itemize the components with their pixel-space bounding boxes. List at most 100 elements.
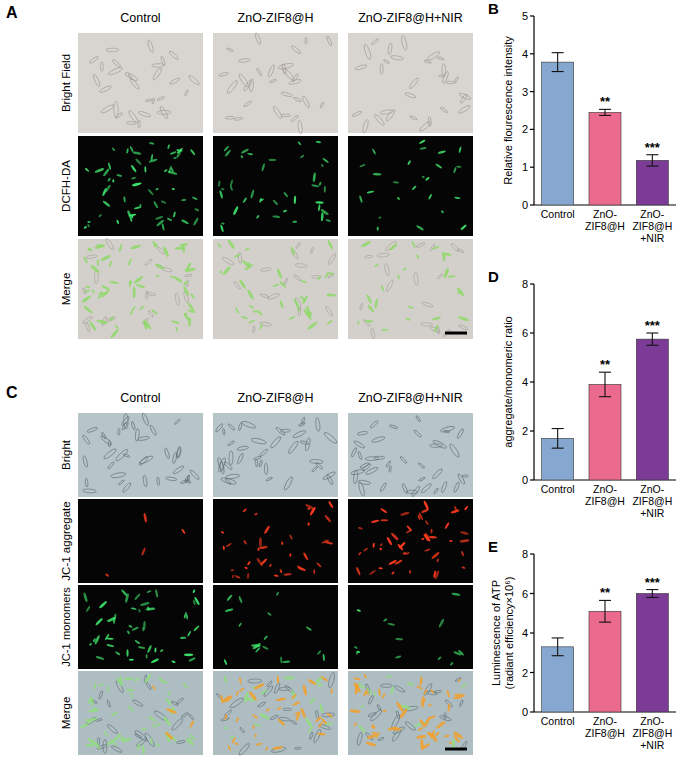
cell-spot <box>129 146 134 153</box>
cell-spot <box>265 708 270 712</box>
cell-spot <box>103 731 108 737</box>
cell-spot <box>356 609 361 612</box>
cell-spot <box>394 685 406 694</box>
cell-spot <box>320 163 324 167</box>
cell-spot <box>397 274 401 280</box>
x-tick-label-line: Control <box>541 715 575 727</box>
cell-spot <box>230 569 234 571</box>
x-tick-label-line: ZIF8@H <box>585 495 625 507</box>
cell-spot <box>386 460 392 467</box>
cell-spot <box>252 326 255 333</box>
column-title: ZnO-ZIF8@H+NIR <box>358 11 463 25</box>
bar <box>589 112 621 205</box>
cell-spot <box>269 436 282 450</box>
y-tick <box>530 553 534 554</box>
cell-spot <box>322 654 325 662</box>
cell-spot <box>128 624 133 628</box>
cell-spot <box>457 291 464 294</box>
cell-spot <box>95 617 104 626</box>
cell-spot <box>155 188 159 191</box>
cell-spot <box>298 422 305 427</box>
cell-spot <box>443 267 450 279</box>
cell-spot <box>292 221 297 223</box>
cell-spot <box>83 592 89 602</box>
cell-spot <box>272 215 280 218</box>
bar <box>636 594 668 713</box>
cell-spot <box>321 212 324 221</box>
cell-spot <box>240 315 248 319</box>
cell-spot <box>93 682 96 689</box>
cell-spot <box>307 522 310 526</box>
cell-spot <box>143 513 147 523</box>
cell-spot <box>144 673 152 683</box>
cell-spot <box>239 687 245 692</box>
micrograph <box>348 33 473 133</box>
cell-spot <box>283 476 294 491</box>
error-cap <box>552 52 564 53</box>
cell-spot <box>385 240 398 252</box>
cell-spot <box>326 712 333 718</box>
error-line <box>557 638 558 656</box>
cell-spot <box>271 746 286 753</box>
cell-spot <box>307 321 319 331</box>
cell-spot <box>131 421 136 430</box>
cell-spot <box>358 480 371 486</box>
cell-spot <box>220 224 224 232</box>
cell-spot <box>131 306 137 312</box>
cell-spot <box>111 147 115 152</box>
cell-spot <box>359 195 363 203</box>
cell-spot <box>318 181 322 186</box>
cell-spot <box>269 563 272 567</box>
x-tick-label-line: ZnO- <box>593 208 617 220</box>
cell-spot <box>408 77 419 89</box>
micrograph <box>348 136 473 236</box>
cell-spot <box>438 150 447 154</box>
cell-spot <box>450 243 459 253</box>
x-tick-label-line: ZIF8@H <box>632 495 672 507</box>
cell-spot <box>390 55 404 61</box>
cell-spot <box>104 633 110 640</box>
y-tick <box>530 593 534 594</box>
cell-spot <box>310 247 314 254</box>
cell-spot <box>420 738 424 750</box>
cell-spot <box>390 686 393 695</box>
cell-spot <box>89 643 92 647</box>
cell-spot <box>458 649 465 656</box>
cell-spot <box>457 473 466 484</box>
cell-spot <box>311 184 319 188</box>
cell-spot <box>413 272 418 286</box>
cell-spot <box>302 684 308 696</box>
x-tick-label-line: Control <box>541 208 575 220</box>
x-tick-label-line: +NIR <box>640 739 665 751</box>
cell-spot <box>371 328 375 339</box>
cell-spot <box>144 732 156 748</box>
cell-spot <box>229 451 233 465</box>
error-line <box>557 429 558 449</box>
cell-spot <box>115 448 129 462</box>
cell-spot <box>219 270 222 275</box>
cell-spot <box>362 119 369 134</box>
cell-spot <box>317 732 326 735</box>
cell-spot <box>301 95 310 108</box>
cell-spot <box>366 733 377 739</box>
cell-spot <box>135 428 140 441</box>
cell-spot <box>190 293 196 300</box>
cell-spot <box>437 656 442 661</box>
y-tick-label: 0 <box>522 706 528 718</box>
cell-spot <box>130 215 134 219</box>
cell-spot <box>157 110 171 114</box>
cell-spot <box>456 165 461 168</box>
cell-spot <box>259 448 268 456</box>
cell-spot <box>249 78 254 92</box>
cell-spot <box>279 280 287 288</box>
cell-spot <box>256 68 262 76</box>
cell-spot <box>378 688 381 696</box>
cell-spot <box>232 206 239 216</box>
cell-spot <box>297 141 302 146</box>
cell-spot <box>215 423 223 433</box>
cell-spot <box>161 200 167 204</box>
cell-spot <box>444 522 450 530</box>
cell-spot <box>107 616 117 622</box>
cell-spot <box>303 552 309 561</box>
cell-spot <box>235 307 240 315</box>
